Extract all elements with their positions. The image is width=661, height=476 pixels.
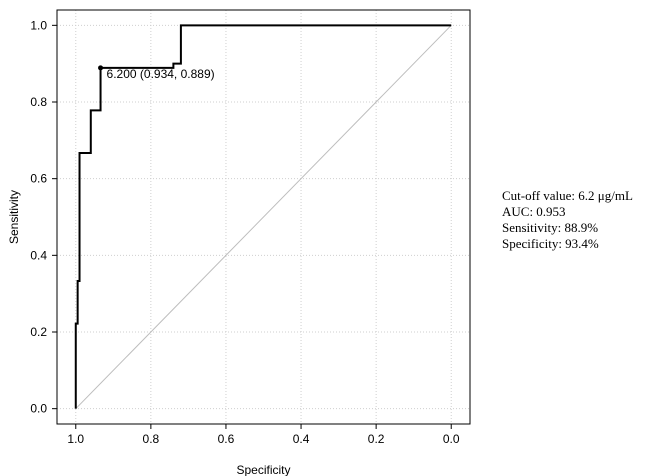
x-tick-label: 0.4 <box>293 432 310 446</box>
plot-frame <box>56 9 471 425</box>
y-tick-label: 0.8 <box>30 95 47 109</box>
y-tick-label: 0.4 <box>30 248 47 262</box>
auc-text: AUC: 0.953 <box>502 204 566 219</box>
cutoff-annotation: 6.200 (0.934, 0.889) <box>107 67 215 81</box>
reference-diagonal-line <box>75 24 452 410</box>
y-tick-label: 0.0 <box>30 402 47 416</box>
summary-panel: Cut-off value: 6.2 μg/mL AUC: 0.953 Sens… <box>502 188 633 252</box>
x-tick-label: 0.0 <box>443 432 460 446</box>
x-axis-title: Specificity <box>236 463 290 476</box>
y-tick-label: 1.0 <box>30 18 47 32</box>
cutoff-value-text: Cut-off value: 6.2 μg/mL <box>502 188 633 203</box>
cutoff-point <box>98 65 104 71</box>
x-tick-label: 1.0 <box>67 432 84 446</box>
y-tick-label: 0.2 <box>30 325 47 339</box>
y-tick-label: 0.6 <box>30 172 47 186</box>
x-tick-label: 0.6 <box>218 432 235 446</box>
sensitivity-text: Sensitivity: 88.9% <box>502 220 599 235</box>
roc-curve-line <box>74 24 452 409</box>
x-tick-label: 0.2 <box>368 432 385 446</box>
y-axis: 0.0 0.2 0.4 0.6 0.8 1.0 <box>30 18 57 416</box>
y-axis-title: Sensitivity <box>7 190 21 244</box>
specificity-text: Specificity: 93.4% <box>502 236 599 251</box>
x-tick-label: 0.8 <box>143 432 160 446</box>
x-axis: 1.0 0.8 0.6 0.4 0.2 0.0 <box>67 424 460 446</box>
